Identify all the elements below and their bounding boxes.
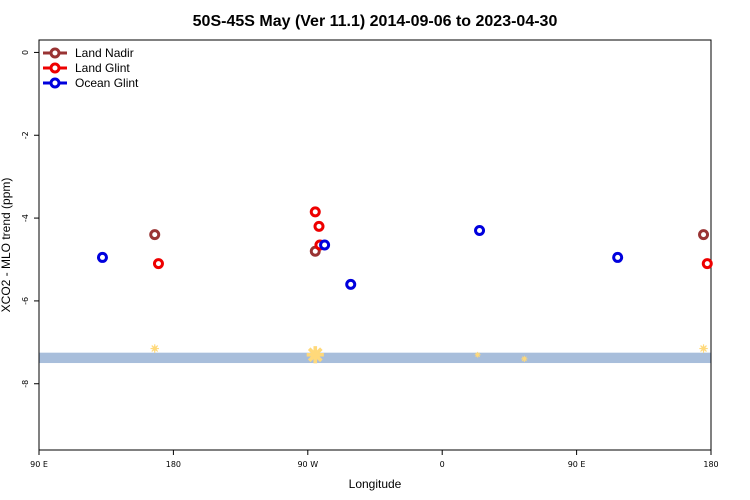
plot-area: 90 E 180 90 W 0 90 E 180 0 -2 -4 -6 -8 — [21, 39, 719, 469]
x-tick-label: 90 W — [297, 460, 318, 469]
x-tick-label: 90 E — [568, 460, 586, 469]
band-marker-core — [522, 357, 527, 361]
point-ocean-glint — [319, 239, 331, 251]
point-land-glint — [152, 258, 164, 270]
band-marker-core — [152, 346, 158, 351]
y-axis-label: XCO2 - MLO trend (ppm) — [0, 178, 13, 313]
point-ocean-glint — [612, 251, 624, 263]
band-marker-core — [310, 350, 320, 360]
legend-label-land-glint: Land Glint — [75, 61, 130, 75]
point-land-nadir — [149, 229, 161, 241]
band-marker-core — [476, 353, 480, 357]
y-tick-label: 0 — [21, 50, 30, 55]
band-marker — [699, 344, 708, 353]
y-tick-label: -6 — [21, 297, 30, 305]
point-ocean-glint — [474, 225, 486, 237]
plot-frame — [38, 39, 712, 451]
x-tick-label: 0 — [440, 460, 445, 469]
point-land-nadir — [698, 229, 710, 241]
x-axis-label: Longitude — [349, 477, 402, 491]
band-marker-core — [701, 346, 706, 351]
y-tick-label: -4 — [21, 214, 30, 222]
point-ocean-glint — [345, 278, 357, 290]
chart-title: 50S-45S May (Ver 11.1) 2014-09-06 to 202… — [193, 13, 558, 30]
point-land-glint — [701, 258, 713, 270]
legend-label-land-nadir: Land Nadir — [75, 46, 134, 60]
legend-label-ocean-glint: Ocean Glint — [75, 76, 139, 90]
band-marker — [521, 355, 528, 362]
legend-marker-land-nadir — [49, 47, 61, 59]
y-tick-label: -2 — [21, 131, 30, 139]
legend-marker-ocean-glint — [49, 77, 61, 89]
point-land-glint — [309, 206, 321, 218]
band-marker — [474, 351, 481, 358]
legend-marker-land-glint — [49, 62, 61, 74]
x-tick-label: 90 E — [30, 460, 48, 469]
band-marker — [306, 346, 324, 364]
x-tick-label: 180 — [166, 460, 181, 469]
point-ocean-glint — [96, 251, 108, 263]
y-tick-label: -8 — [21, 380, 30, 388]
x-tick-label: 180 — [703, 460, 718, 469]
reference-band — [39, 352, 711, 364]
band-marker — [150, 344, 159, 353]
point-land-glint — [313, 220, 325, 232]
